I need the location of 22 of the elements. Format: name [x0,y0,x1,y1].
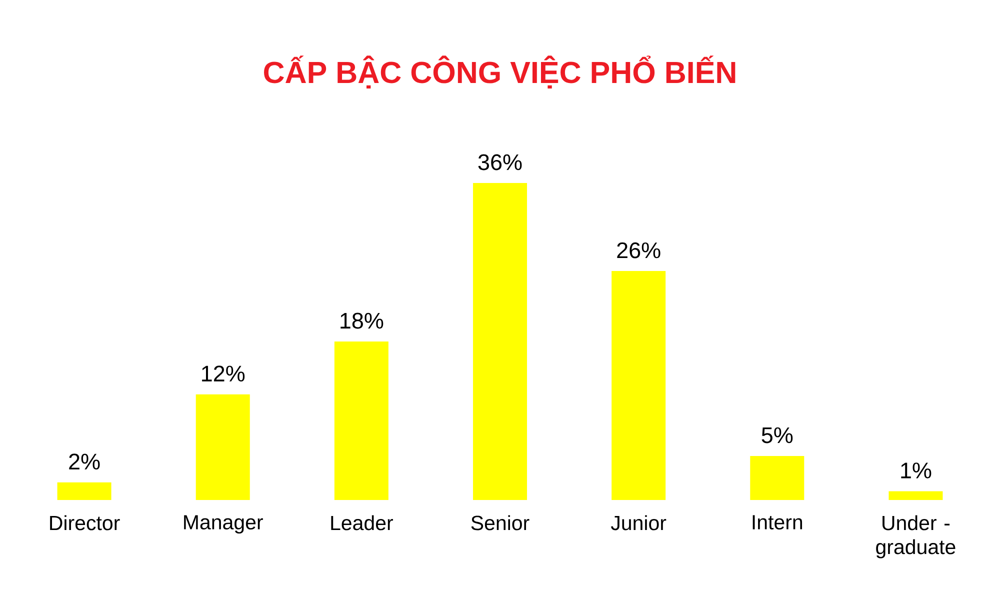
x-tick-label: Junior [610,515,666,530]
data-label: 18% [340,312,384,329]
chart-title: CẤP BẬC CÔNG VIỆC PHỔ BIẾN [264,56,736,88]
bar [750,456,804,500]
bar [57,482,112,500]
data-label: 1% [901,462,932,478]
x-tick-label: Director [50,515,120,530]
bar [196,394,250,500]
bar [473,182,528,500]
x-tick-label: Under - graduate [876,515,956,558]
bar [334,342,388,500]
x-tick-label: Senior [471,515,530,530]
data-label: 12% [202,366,245,382]
x-tick-label: Leader [331,515,393,530]
data-label: 36% [478,154,522,170]
data-label: 5% [762,427,793,444]
x-tick-label: Intern [752,515,802,530]
data-label: 26% [617,242,660,258]
bar [612,271,666,500]
bar [888,491,943,500]
data-label: 2% [69,454,100,470]
x-tick-label: Manager [184,515,263,534]
